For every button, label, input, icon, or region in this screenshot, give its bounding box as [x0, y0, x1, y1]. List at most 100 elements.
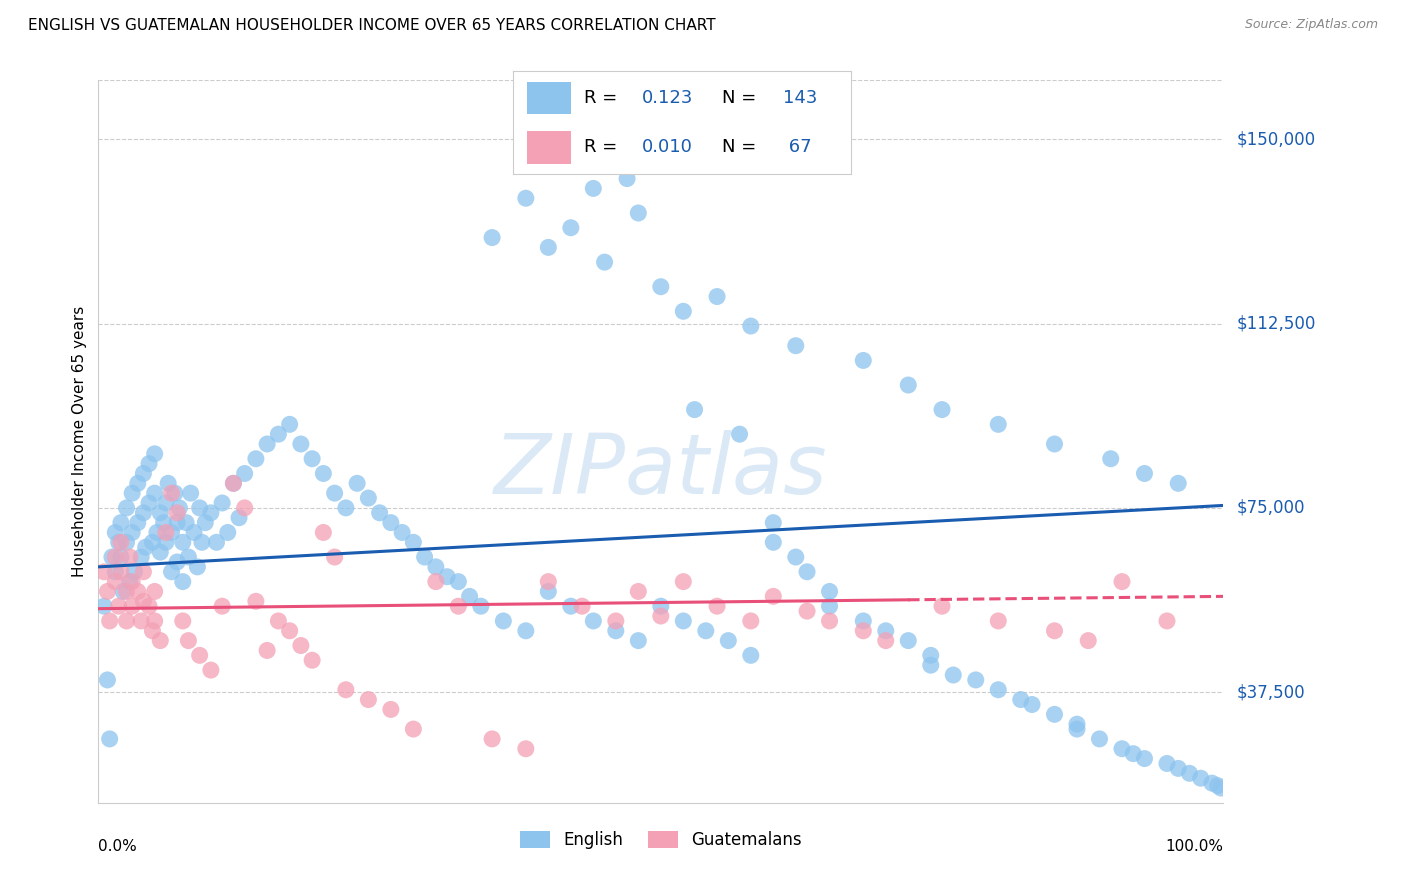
- Point: [1010, 692, 1032, 706]
- Point: [163, 486, 186, 500]
- Point: [183, 525, 205, 540]
- Point: [1043, 707, 1066, 722]
- Point: [129, 549, 152, 564]
- Text: Source: ZipAtlas.com: Source: ZipAtlas.com: [1244, 18, 1378, 31]
- Point: [124, 565, 146, 579]
- Point: [357, 692, 380, 706]
- Point: [256, 643, 278, 657]
- Point: [121, 599, 143, 614]
- Point: [267, 427, 290, 442]
- Point: [537, 574, 560, 589]
- Point: [98, 731, 121, 746]
- Point: [143, 584, 166, 599]
- Point: [650, 599, 672, 614]
- Point: [127, 516, 149, 530]
- Point: [110, 535, 132, 549]
- Text: ZIPatlas: ZIPatlas: [494, 430, 828, 511]
- Point: [143, 614, 166, 628]
- Point: [110, 549, 132, 564]
- Point: [121, 486, 143, 500]
- Point: [436, 570, 458, 584]
- Point: [155, 496, 177, 510]
- Point: [1066, 717, 1088, 731]
- Point: [180, 486, 202, 500]
- Text: 100.0%: 100.0%: [1166, 838, 1223, 854]
- Point: [1206, 779, 1229, 793]
- Point: [155, 525, 177, 540]
- Point: [160, 525, 183, 540]
- Point: [1043, 437, 1066, 451]
- Point: [537, 240, 560, 254]
- Point: [166, 555, 188, 569]
- Point: [380, 516, 402, 530]
- Point: [205, 535, 228, 549]
- Point: [515, 741, 537, 756]
- Point: [177, 549, 200, 564]
- Point: [785, 549, 807, 564]
- Point: [616, 171, 638, 186]
- Point: [1099, 451, 1122, 466]
- Point: [413, 549, 436, 564]
- Point: [278, 624, 301, 638]
- Point: [104, 525, 127, 540]
- Point: [127, 584, 149, 599]
- Point: [987, 614, 1010, 628]
- Point: [301, 451, 323, 466]
- Point: [740, 648, 762, 663]
- Point: [149, 506, 172, 520]
- Text: N =: N =: [723, 89, 762, 107]
- Point: [650, 279, 672, 293]
- Point: [211, 496, 233, 510]
- Point: [290, 437, 312, 451]
- Point: [104, 565, 127, 579]
- Point: [425, 560, 447, 574]
- Point: [160, 565, 183, 579]
- Point: [391, 525, 413, 540]
- Point: [132, 506, 155, 520]
- Point: [121, 574, 143, 589]
- Point: [987, 417, 1010, 432]
- Point: [706, 289, 728, 303]
- Point: [115, 614, 138, 628]
- Point: [160, 486, 183, 500]
- Point: [560, 599, 582, 614]
- Point: [312, 467, 335, 481]
- Point: [98, 614, 121, 628]
- Point: [425, 574, 447, 589]
- Point: [1088, 731, 1111, 746]
- Bar: [527, 81, 571, 114]
- Point: [135, 540, 157, 554]
- Point: [627, 584, 650, 599]
- Point: [1111, 574, 1133, 589]
- Point: [107, 535, 129, 549]
- Point: [481, 731, 503, 746]
- Text: 0.0%: 0.0%: [98, 838, 138, 854]
- Point: [96, 584, 118, 599]
- Point: [458, 590, 481, 604]
- Point: [152, 516, 174, 530]
- Point: [118, 574, 141, 589]
- Point: [228, 510, 250, 524]
- Point: [785, 339, 807, 353]
- Point: [762, 590, 785, 604]
- Point: [169, 500, 191, 515]
- Point: [132, 594, 155, 608]
- Point: [177, 633, 200, 648]
- Point: [492, 614, 515, 628]
- Point: [1077, 633, 1099, 648]
- Point: [470, 599, 492, 614]
- Point: [104, 549, 127, 564]
- Point: [301, 653, 323, 667]
- Point: [605, 624, 627, 638]
- Point: [818, 599, 841, 614]
- Text: R =: R =: [583, 138, 623, 156]
- Point: [155, 535, 177, 549]
- Point: [191, 535, 214, 549]
- Point: [796, 604, 818, 618]
- Point: [174, 516, 197, 530]
- Point: [278, 417, 301, 432]
- Point: [290, 639, 312, 653]
- Point: [605, 614, 627, 628]
- Point: [96, 673, 118, 687]
- Point: [115, 535, 138, 549]
